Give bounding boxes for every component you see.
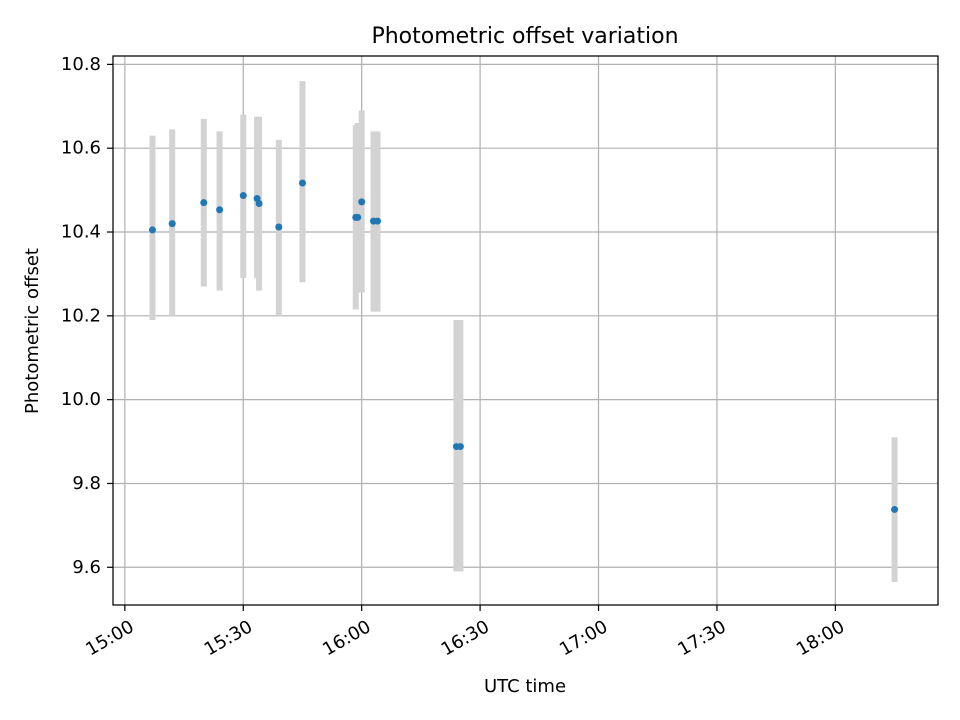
y-tick-label: 10.0 [61,389,101,410]
grid-lines [113,56,938,605]
y-tick-label: 10.4 [61,222,101,243]
x-tick-label: 15:30 [201,616,256,660]
y-axis-label: Photometric offset [22,248,43,414]
x-tick-label: 18:00 [793,616,848,660]
data-points [148,179,899,513]
data-point [358,198,366,206]
data-point [275,223,283,231]
data-point [255,200,263,208]
error-bars [149,81,898,582]
data-point [148,226,156,234]
data-point [354,213,362,221]
x-tick-label: 16:30 [438,616,493,660]
data-point [373,217,381,225]
data-point [239,192,247,200]
data-point [456,443,464,451]
y-tick-label: 9.6 [72,557,101,578]
data-point [298,179,306,187]
x-tick-label: 16:00 [319,616,374,660]
x-tick-label: 17:00 [556,616,611,660]
x-axis-label: UTC time [484,676,566,697]
data-point [891,505,899,513]
data-point [216,206,224,214]
plot-frame [112,55,939,606]
data-point [168,220,176,228]
y-tick-label: 10.8 [61,54,101,75]
chart-title: Photometric offset variation [371,24,678,49]
y-tick-label: 9.8 [72,473,101,494]
x-tick-label: 17:30 [674,616,729,660]
y-tick-label: 10.2 [61,305,101,326]
data-point [200,199,208,207]
x-tick-label: 15:00 [82,616,137,660]
y-tick-label: 10.6 [61,138,101,159]
